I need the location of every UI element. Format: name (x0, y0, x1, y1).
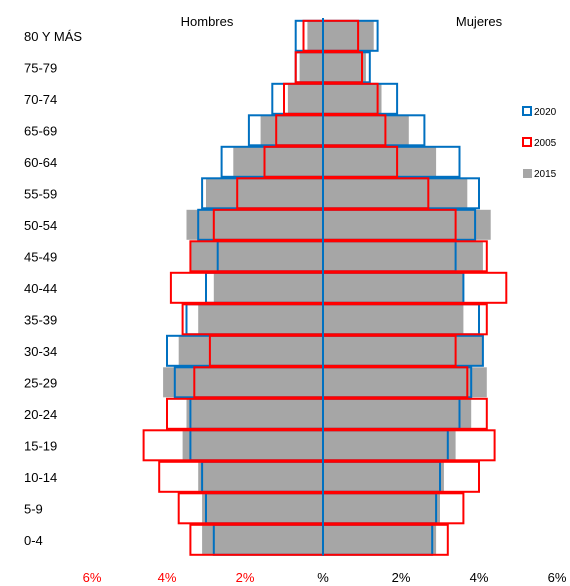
bar-2015-women (323, 430, 456, 461)
age-label: 5-9 (24, 501, 43, 516)
legend-item-2020: 2020 (522, 106, 557, 118)
bar-2015-men (198, 304, 323, 335)
age-label: 70-74 (24, 92, 57, 107)
bar-2015-men (163, 367, 323, 398)
bar-2015-men (260, 115, 323, 146)
legend-item-2015: 2015 (523, 169, 557, 180)
bar-2015-women (323, 524, 437, 555)
bar-2015-men (287, 83, 323, 114)
x-tick-label: % (317, 570, 329, 585)
age-label: 20-24 (24, 407, 57, 422)
age-label: 65-69 (24, 123, 57, 138)
bar-2015-women (323, 367, 487, 398)
age-label: 45-49 (24, 249, 57, 264)
bar-2015-women (323, 461, 444, 492)
women-label: Mujeres (456, 14, 503, 29)
age-label: 55-59 (24, 186, 57, 201)
x-tick-label: 4% (470, 570, 489, 585)
bar-2015-men (307, 20, 323, 51)
legend-label-2005: 2005 (534, 138, 557, 149)
legend-swatch-2005 (522, 137, 532, 147)
bar-2015-men (213, 272, 323, 303)
bar-2015-women (323, 20, 374, 51)
age-label: 50-54 (24, 218, 57, 233)
age-label: 30-34 (24, 344, 57, 359)
bar-2015-men (190, 241, 323, 272)
age-group-labels: 80 Y MÁS 75-79 70-74 65-69 60-64 55-59 50-54 45… (24, 29, 82, 548)
age-label: 25-29 (24, 375, 57, 390)
bar-2015-men (178, 335, 323, 366)
bar-2015-men (202, 524, 323, 555)
legend-item-2005: 2005 (522, 137, 557, 149)
legend: 2020 2005 2015 (522, 106, 557, 180)
legend-swatch-2020 (522, 106, 532, 116)
age-label: 15-19 (24, 438, 57, 453)
bar-2015-women (323, 83, 382, 114)
x-tick-label: 2% (392, 570, 411, 585)
age-label: 80 Y MÁS (24, 29, 82, 44)
bar-2015-women (323, 146, 437, 177)
bar-2015-men (206, 178, 323, 209)
men-label: Hombres (181, 14, 234, 29)
bar-2015-men (202, 493, 323, 524)
bar-2015-men (186, 398, 323, 429)
x-tick-label: 2% (236, 570, 255, 585)
bar-2015-men (233, 146, 323, 177)
age-label: 10-14 (24, 470, 57, 485)
age-label: 0-4 (24, 533, 43, 548)
bar-2015-women (323, 209, 491, 240)
x-tick-labels: 6% 4% 2%% 2% 4% 6% (83, 570, 567, 585)
bar-2015-women (323, 304, 464, 335)
bar-2015-men (299, 52, 323, 83)
bar-2015-men (186, 209, 323, 240)
series-2015-bars (163, 20, 491, 555)
bar-2015-men (182, 430, 323, 461)
age-label: 35-39 (24, 312, 57, 327)
legend-swatch-2015 (523, 169, 532, 178)
legend-label-2020: 2020 (534, 107, 557, 118)
x-tick-label: 6% (548, 570, 567, 585)
x-tick-label: 4% (158, 570, 177, 585)
legend-label-2015: 2015 (534, 169, 557, 180)
bar-2015-women (323, 115, 409, 146)
bar-2015-women (323, 493, 440, 524)
bar-2015-women (323, 241, 483, 272)
bar-2015-women (323, 52, 366, 83)
age-label: 75-79 (24, 60, 57, 75)
x-tick-label: 6% (83, 570, 102, 585)
bar-2015-women (323, 178, 468, 209)
age-label: 60-64 (24, 155, 57, 170)
bar-2015-women (323, 335, 483, 366)
bar-2015-women (323, 398, 472, 429)
age-label: 40-44 (24, 281, 57, 296)
bar-2015-men (198, 461, 323, 492)
bar-2015-women (323, 272, 464, 303)
